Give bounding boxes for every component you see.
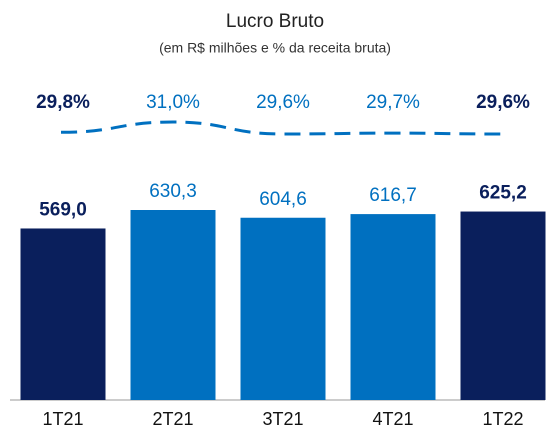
line-value-label: 31,0% [146,92,200,113]
chart-title: Lucro Bruto [226,11,324,32]
line-value-label: 29,8% [36,92,90,113]
bar [20,228,106,400]
chart-subtitle: (em R$ milhões e % da receita bruta) [159,40,391,56]
line-value-label: 29,7% [366,92,420,113]
bar [460,211,546,400]
x-tick-label: 2T21 [152,409,193,429]
bar-value-label: 616,7 [369,185,417,206]
x-tick-label: 1T21 [42,409,83,429]
bar-value-label: 625,2 [479,183,527,204]
bar [130,210,216,400]
bar-value-label: 630,3 [149,181,197,202]
line-value-label: 29,6% [476,92,530,113]
bar [350,214,436,400]
line-value-label: 29,6% [256,92,310,113]
bar [240,217,326,400]
bar-value-label: 604,6 [259,189,307,210]
x-tick-label: 3T21 [262,409,303,429]
margin-line [60,120,504,136]
x-tick-label: 1T22 [482,409,523,429]
bar-value-label: 569,0 [39,199,87,220]
x-tick-label: 4T21 [372,409,413,429]
